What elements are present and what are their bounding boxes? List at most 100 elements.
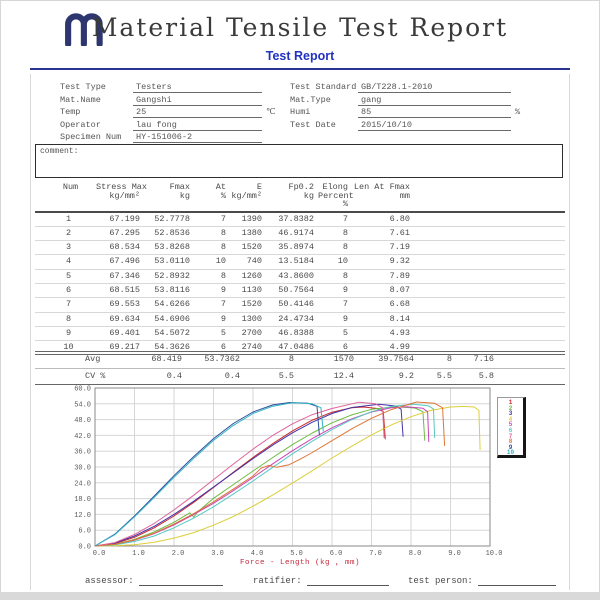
table-cell: 46.8388 <box>278 327 314 338</box>
comment-box[interactable]: comment: <box>35 144 563 178</box>
svg-text:5.0: 5.0 <box>290 550 303 558</box>
info-row: Test Type Testers <box>60 81 276 94</box>
statistics-block: Avg 68.419 53.7362 8 1570 39.7564 8 7.16 CV % 0.4… <box>35 351 565 385</box>
table-cell: 2740 <box>241 342 262 353</box>
field-label: Test Date <box>290 119 336 130</box>
table-cell: 8.07 <box>389 284 410 295</box>
stat-cell: 8 <box>288 354 294 364</box>
svg-text:12.0: 12.0 <box>74 512 91 520</box>
operator-field[interactable]: lau fong <box>133 119 262 131</box>
table-cell: 1300 <box>241 313 262 324</box>
svg-text:10.0: 10.0 <box>486 550 503 558</box>
svg-text:48.0: 48.0 <box>74 417 91 425</box>
table-row: 9 69.401 54.5072 5 2700 46.8388 5 4.93 <box>35 327 565 342</box>
specimen-num-field[interactable]: HY-151006-2 <box>133 131 262 144</box>
table-cell: 7.19 <box>389 242 410 253</box>
test-type-field[interactable]: Testers <box>133 81 262 93</box>
table-cell: 1260 <box>241 270 262 281</box>
table-cell: 52.7778 <box>154 213 190 224</box>
table-cell: 10 <box>215 256 226 267</box>
chart-legend: 1 2 3 4 5 6 7 8 9 10 <box>497 397 526 458</box>
table-cell: 1380 <box>241 227 262 238</box>
field-unit: % <box>515 107 521 118</box>
table-cell: 2700 <box>241 327 262 338</box>
mat-name-field[interactable]: Gangshi <box>133 94 262 106</box>
table-cell: 13.5184 <box>278 256 314 267</box>
table-cell: 6 <box>65 284 72 295</box>
table-cell: 10 <box>337 256 348 267</box>
legend-item: 9 <box>508 443 513 451</box>
signature-test-person: test person: <box>408 574 557 586</box>
table-cell: 7 <box>220 299 226 310</box>
column-header-line: kg <box>303 190 314 201</box>
field-label: Mat.Type <box>290 94 331 105</box>
table-cell: 1130 <box>241 284 262 295</box>
table-cell: 6.80 <box>389 213 410 224</box>
table-cell: 1520 <box>241 242 262 253</box>
svg-text:0.0: 0.0 <box>78 544 91 552</box>
column-header: Len At Fmax mm <box>352 183 414 200</box>
table-row: 7 69.553 54.6266 7 1520 50.4146 7 6.68 <box>35 298 565 313</box>
table-cell: 1 <box>65 213 72 224</box>
table-cell: 8 <box>220 270 226 281</box>
cv-row-label: CV % <box>85 370 106 381</box>
stat-cell: 0.4 <box>224 370 240 381</box>
humi-field[interactable]: 85 <box>358 106 511 119</box>
info-column-right: Test Standard GB/T228.1-2010 Mat.Type gang… <box>290 81 520 131</box>
column-header-line: Stress Max <box>96 182 148 192</box>
svg-text:24.0: 24.0 <box>74 480 91 488</box>
table-cell: 9 <box>220 313 226 324</box>
table-cell: 2 <box>65 227 72 238</box>
table-cell: 8 <box>342 227 348 238</box>
table-cell: 8 <box>342 270 348 281</box>
table-row: 1 67.199 52.7778 7 1390 37.8382 7 6.80 <box>35 213 565 227</box>
legend-item: 10 <box>506 449 515 457</box>
table-row: 4 67.496 53.0110 10 740 13.5184 10 9.32 <box>35 255 565 270</box>
table-cell: 53.8116 <box>154 284 190 295</box>
legend-item: 6 <box>508 426 513 434</box>
assessor-signature-line <box>139 574 224 586</box>
test-date-field[interactable]: 2015/10/10 <box>358 119 511 131</box>
table-cell: 52.8932 <box>154 270 190 281</box>
temp-field[interactable]: 25 <box>133 106 262 119</box>
page-title: Material Tensile Test Report <box>91 13 509 42</box>
field-label: Humi <box>290 107 311 118</box>
column-header-line: Num <box>62 182 79 192</box>
stat-cell: 5.5 <box>436 370 452 381</box>
info-row: Humi 85% <box>290 106 520 119</box>
legend-item: 8 <box>508 438 513 446</box>
field-label: Mat.Name <box>60 94 101 105</box>
table-cell: 8 <box>220 242 226 253</box>
table-cell: 67.496 <box>109 256 140 267</box>
mat-type-field[interactable]: gang <box>358 94 511 106</box>
header-divider <box>30 68 570 70</box>
legend-item: 4 <box>508 415 513 423</box>
table-cell: 54.6266 <box>154 299 190 310</box>
stat-cell: 12.4 <box>333 370 354 381</box>
table-cell: 46.9174 <box>278 227 314 238</box>
stat-cell: 39.7564 <box>378 354 414 364</box>
svg-text:36.0: 36.0 <box>74 449 91 457</box>
field-unit: ℃ <box>266 107 276 118</box>
table-cell: 68.515 <box>109 284 140 295</box>
info-row: Mat.Name Gangshi <box>60 94 276 107</box>
info-row: Specimen Num HY-151006-2 <box>60 131 276 144</box>
info-row: Test Date 2015/10/10 <box>290 119 520 132</box>
table-cell: 3 <box>65 242 72 253</box>
results-table-body: 1 67.199 52.7778 7 1390 37.8382 7 6.80 2 67.295 52… <box>35 213 565 356</box>
table-cell: 47.0486 <box>278 342 314 353</box>
svg-text:6.0: 6.0 <box>330 550 343 558</box>
stat-cell: 0.4 <box>166 370 182 381</box>
column-header-line: Len At Fmax <box>353 182 410 192</box>
table-cell: 7 <box>342 299 348 310</box>
table-row: 6 68.515 53.8116 9 1130 50.7564 9 8.07 <box>35 284 565 299</box>
svg-text:9.0: 9.0 <box>448 550 461 558</box>
avg-row: Avg 68.419 53.7362 8 1570 39.7564 8 7.16 <box>35 352 565 369</box>
test-person-label: test person: <box>408 576 473 586</box>
field-label: Specimen Num <box>60 132 122 143</box>
test-standard-field[interactable]: GB/T228.1-2010 <box>358 81 511 93</box>
table-cell: 10 <box>63 342 74 353</box>
table-cell: 69.217 <box>109 342 140 353</box>
